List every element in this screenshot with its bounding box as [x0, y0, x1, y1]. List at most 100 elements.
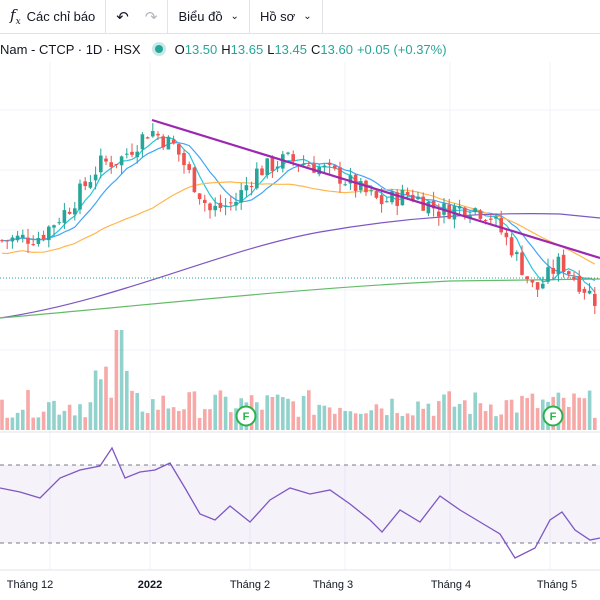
volume-bar — [307, 390, 311, 430]
candle-body — [567, 271, 571, 275]
volume-bar — [530, 393, 535, 430]
volume-bar — [52, 400, 56, 430]
indicators-button[interactable]: fx Các chỉ báo — [0, 0, 105, 34]
candle-body — [73, 208, 77, 215]
volume-bar — [587, 390, 592, 430]
volume-bar — [411, 415, 415, 430]
volume-bar — [67, 404, 72, 430]
volume-bar — [395, 413, 399, 430]
volume-bar — [197, 417, 202, 430]
volume-bar — [442, 394, 446, 430]
candle-body — [556, 256, 561, 275]
candle-body — [327, 162, 332, 165]
candle-body — [145, 137, 150, 139]
candle-body — [135, 151, 139, 158]
downtrend-line — [151, 118, 600, 260]
profile-dropdown[interactable]: Hồ sơ ⌄ — [250, 0, 322, 34]
candle-body — [223, 205, 228, 207]
volume-bar — [385, 415, 389, 430]
candle-body — [385, 201, 389, 203]
candle-body — [307, 165, 311, 167]
volume-bar — [47, 402, 51, 430]
candle-body — [359, 181, 363, 191]
volume-bar — [229, 412, 233, 430]
candle-body — [369, 190, 373, 192]
toolbar-divider — [321, 0, 323, 34]
candle-body — [343, 184, 347, 186]
ma-vlong-line — [0, 278, 600, 319]
candle-body — [229, 202, 233, 204]
volume-bar — [218, 390, 223, 430]
redo-button[interactable]: ↷ — [137, 0, 168, 34]
volume-bar — [5, 417, 9, 430]
volume-bar — [582, 398, 587, 430]
candle-body — [151, 131, 155, 137]
volume-bar — [31, 417, 35, 430]
volume-bar — [26, 390, 30, 430]
volume-bar — [145, 413, 150, 430]
volume-bar — [156, 409, 160, 430]
candle-body — [577, 275, 581, 292]
candle-body — [494, 216, 498, 219]
candle-body — [390, 191, 394, 203]
volume-bar — [41, 411, 46, 430]
volume-bar — [104, 366, 108, 430]
volume-bar — [166, 408, 171, 430]
candle-body — [489, 218, 493, 220]
volume-bar — [140, 411, 145, 430]
volume-bar — [364, 413, 368, 430]
legend-low: L13.45 — [267, 41, 307, 57]
volume-bar — [15, 412, 20, 430]
market-status-dot — [154, 45, 163, 53]
candle-body — [509, 237, 514, 256]
volume-bar — [317, 404, 321, 430]
candle-body — [156, 133, 160, 136]
volume-bar — [312, 414, 316, 430]
candle-body — [499, 218, 503, 233]
candle-body — [161, 136, 165, 148]
candle-body — [197, 193, 202, 200]
candle-body — [166, 136, 171, 150]
candlesticks — [0, 123, 597, 315]
candle-body — [416, 196, 420, 200]
top-toolbar: fx Các chỉ báo ↶ ↷ Biểu đồ ⌄ Hồ sơ ⌄ — [0, 0, 600, 34]
volume-bar — [535, 408, 540, 430]
candle-body — [5, 240, 9, 242]
undo-button[interactable]: ↶ — [106, 0, 137, 34]
volume-bar — [62, 410, 67, 430]
candle-body — [57, 222, 61, 224]
volume-bar — [0, 399, 4, 430]
candle-body — [36, 238, 41, 244]
volume-bar — [327, 407, 332, 430]
event-marker — [542, 405, 564, 427]
candle-body — [109, 162, 113, 167]
candle-body — [187, 164, 191, 170]
candle-body — [582, 288, 587, 293]
candle-body — [525, 276, 529, 280]
volume-bar — [301, 395, 306, 430]
candle-body — [312, 164, 316, 173]
volume-bar — [504, 400, 509, 430]
candle-body — [437, 211, 441, 217]
volume-bar — [83, 417, 87, 430]
volume-bar — [390, 398, 394, 430]
candle-body — [218, 202, 223, 208]
candle-body — [234, 201, 238, 206]
candle-body — [114, 164, 119, 166]
rsi-pane — [0, 446, 600, 559]
volume-bar — [359, 413, 363, 430]
volume-bar — [499, 414, 503, 430]
chart-type-dropdown[interactable]: Biểu đồ ⌄ — [168, 0, 248, 34]
candle-body — [0, 240, 4, 242]
candle-body — [530, 280, 535, 283]
candle-body — [275, 166, 280, 169]
chevron-down-icon: ⌄ — [230, 11, 239, 22]
volume-bar — [21, 409, 25, 430]
volume-bar — [353, 413, 358, 430]
volume-bar — [473, 392, 477, 430]
candle-body — [535, 282, 540, 290]
volume-bar — [171, 407, 176, 430]
candle-body — [504, 232, 509, 238]
volume-bar — [192, 391, 197, 430]
